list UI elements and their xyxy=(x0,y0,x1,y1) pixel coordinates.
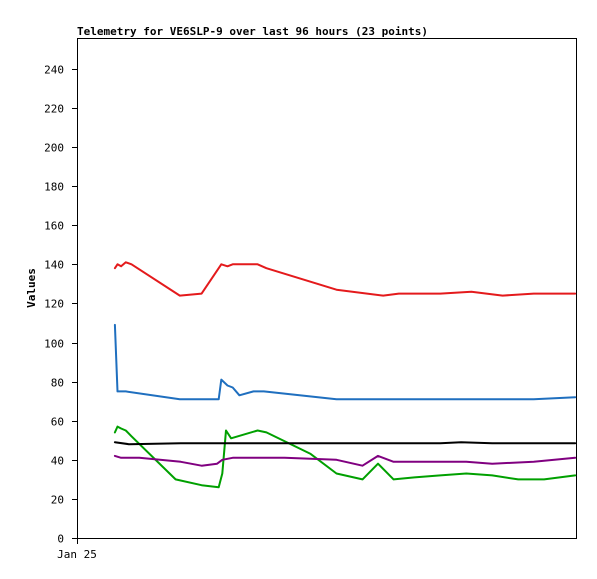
y-tick-label: 200 xyxy=(44,142,64,155)
series-line-5 xyxy=(113,454,577,467)
x-axis: Jan 25 xyxy=(57,538,97,561)
plot-area xyxy=(77,38,577,539)
y-axis-label: Values xyxy=(25,268,38,308)
y-tick-label: 180 xyxy=(44,181,64,194)
y-tick-label: 160 xyxy=(44,220,64,233)
series-line-2 xyxy=(113,323,577,401)
y-tick-label: 20 xyxy=(51,494,64,507)
y-tick-label: 60 xyxy=(51,416,64,429)
y-tick-label: 140 xyxy=(44,259,64,272)
series-line-1 xyxy=(113,261,577,297)
y-tick-label: 240 xyxy=(44,64,64,77)
y-tick-label: 120 xyxy=(44,298,64,311)
x-tick-label: Jan 25 xyxy=(57,548,97,561)
y-axis: 0 20 40 60 80 100 120 140 160 180 200 220 240 xyxy=(44,64,77,546)
y-tick-label: 80 xyxy=(51,377,64,390)
y-tick-label: 220 xyxy=(44,103,64,116)
series-line-3 xyxy=(113,425,577,489)
y-tick-label: 100 xyxy=(44,338,64,351)
y-tick-label: 40 xyxy=(51,455,64,468)
chart-title: Telemetry for VE6SLP-9 over last 96 hour… xyxy=(77,25,428,38)
y-tick-label: 0 xyxy=(57,533,64,546)
series-line-4 xyxy=(113,441,577,446)
series-layer xyxy=(113,261,577,489)
